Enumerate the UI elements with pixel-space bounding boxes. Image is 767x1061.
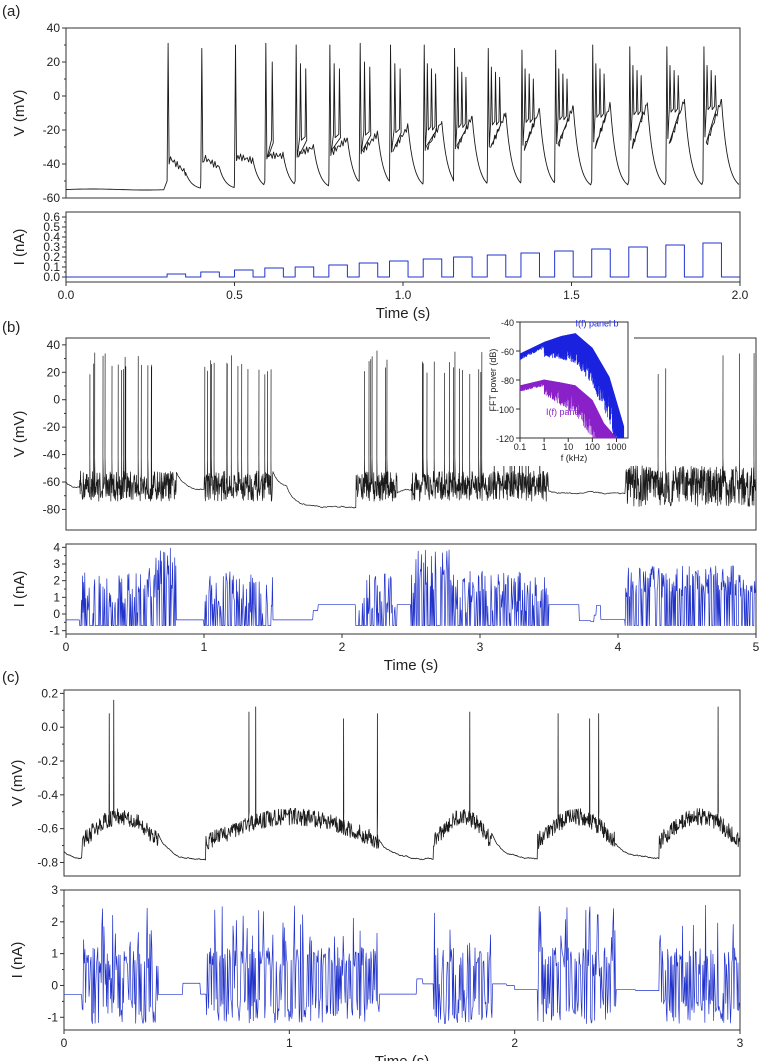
a-current-xtick-label: 0.0 [58, 288, 75, 302]
a-current-xlabel: Time (s) [376, 305, 430, 322]
b-fft-inset-xtick-label: 0.1 [514, 442, 527, 452]
b-current-ytick-label: 3 [53, 557, 60, 571]
a-voltage-ytick-label: 0 [53, 89, 60, 103]
a-voltage-ytick-label: -20 [43, 123, 61, 137]
panel-c-current-trace [64, 904, 740, 1024]
b-voltage-ytick-label: 0 [53, 393, 60, 407]
a-voltage-ytick-label: 20 [47, 55, 61, 69]
panel-b-fft-inset: -120 -100 -80 -60 -40 0.1 1 10 100 1000 FFT power … [488, 316, 634, 466]
c-current-xtick-label: 0 [61, 1036, 68, 1050]
c-voltage-ytick-label: 0.0 [41, 720, 58, 734]
panel-a-voltage-plot: -60 -40 -20 0 20 40 V (mV) [11, 21, 741, 205]
b-fft-inset-ytick-label: -60 [501, 347, 514, 357]
c-voltage-frame [63, 689, 741, 877]
b-fft-inset-xtick-label: 10 [563, 442, 573, 452]
fft-legend-panel-c: I(f) panel c [546, 407, 589, 417]
b-voltage-ytick-label: -40 [43, 448, 61, 462]
a-current-xtick-label: 0.5 [226, 288, 243, 302]
b-fft-inset-xlabel: f (kHz) [561, 453, 588, 463]
c-current-ytick-label: 1 [51, 947, 58, 961]
b-voltage-ytick-label: 20 [47, 365, 61, 379]
c-current-ytick-label: 0 [51, 978, 58, 992]
b-current-xlabel: Time (s) [384, 657, 438, 674]
b-current-xtick-label: 5 [753, 640, 760, 654]
b-current-ytick-label: 2 [53, 574, 60, 588]
panel-a-current-plot: 0.00.10.20.30.40.50.60.0 0.5 1.0 1.5 2.0I (n… [11, 210, 749, 322]
b-current-xtick-label: 1 [201, 640, 208, 654]
c-current-frame [63, 889, 741, 1031]
b-fft-inset-ytick-label: -40 [501, 318, 514, 328]
b-current-ytick-label: 4 [53, 540, 60, 554]
a-current-ytick-label: 0.4 [43, 230, 60, 244]
a-current-ytick-label: 0.5 [43, 220, 60, 234]
fft-series-panel-c [519, 379, 617, 439]
c-current-xtick-label: 1 [286, 1036, 293, 1050]
panel-label-b: (b) [2, 319, 20, 336]
panel-b-current-trace [66, 547, 757, 627]
a-current-ytick-label: 0.2 [43, 250, 60, 264]
b-current-ytick-label: 0 [53, 607, 60, 621]
a-current-ytick-label: 0.0 [43, 270, 60, 284]
b-voltage-ytick-label: -80 [43, 502, 61, 516]
c-voltage-ytick-label: -0.4 [37, 788, 58, 802]
c-current-xtick-label: 3 [737, 1036, 744, 1050]
a-current-xtick-label: 2.0 [732, 288, 749, 302]
c-voltage-ytick-label: -0.6 [37, 822, 58, 836]
b-current-xtick-label: 2 [339, 640, 346, 654]
panel-c-voltage-plot: -0.8 -0.6 -0.4 -0.2 0.0 0.2 V (mV) [9, 686, 741, 877]
b-fft-inset-xtick-label: 1000 [606, 442, 626, 452]
c-voltage-ytick-label: -0.8 [37, 855, 58, 869]
panel-a-voltage-trace [65, 42, 740, 191]
a-current-xtick-label: 1.0 [395, 288, 412, 302]
b-current-ytick-label: 1 [53, 590, 60, 604]
b-voltage-ytick-label: 40 [47, 338, 61, 352]
panel-label-c: (c) [2, 669, 20, 686]
b-voltage-ytick-label: -20 [43, 420, 61, 434]
a-current-ytick-label: 0.6 [43, 210, 60, 224]
c-voltage-ytick-label: 0.2 [41, 686, 58, 700]
b-fft-inset-ytick-label: -80 [501, 376, 514, 386]
a-voltage-ytick-label: 40 [47, 21, 61, 35]
b-fft-inset-xtick-label: 1 [542, 442, 547, 452]
b-current-ytick-label: -1 [49, 624, 60, 638]
c-voltage-ylabel: V (mV) [9, 760, 26, 807]
a-voltage-ytick-label: -40 [43, 157, 61, 171]
b-current-ylabel: I (nA) [11, 571, 28, 608]
b-current-xtick-label: 4 [615, 640, 622, 654]
b-voltage-ylabel: V (mV) [11, 411, 28, 458]
fft-legend-panel-b: I(f) panel b [576, 318, 619, 328]
b-fft-inset-ylabel: FFT power (dB) [488, 349, 498, 412]
panel-label-a: (a) [2, 3, 20, 20]
b-fft-inset-ytick-label: -120 [496, 434, 514, 444]
c-current-ytick-label: -1 [47, 1010, 58, 1024]
panel-c-voltage-trace [63, 699, 741, 861]
b-current-xtick-label: 0 [63, 640, 70, 654]
panel-b-voltage-trace [65, 350, 757, 509]
c-current-ytick-label: 2 [51, 915, 58, 929]
panel-a-current-trace [66, 242, 740, 278]
a-current-ylabel: I (nA) [11, 229, 28, 266]
panel-b-voltage-plot: -80 -60 -40 -20 0 20 40 V (mV) [11, 337, 757, 531]
fft-series-panel-b [519, 333, 625, 439]
b-fft-inset-xtick-label: 100 [585, 442, 600, 452]
b-voltage-frame [65, 337, 757, 531]
b-fft-inset-ytick-label: -100 [496, 405, 514, 415]
c-current-xlabel: Time (s) [375, 1053, 429, 1061]
a-current-ytick-label: 0.3 [43, 240, 60, 254]
c-current-xtick-label: 2 [511, 1036, 518, 1050]
c-voltage-ytick-label: -0.2 [37, 754, 58, 768]
a-voltage-ylabel: V (mV) [11, 90, 28, 137]
c-current-ylabel: I (nA) [9, 942, 26, 979]
a-current-ytick-label: 0.1 [43, 260, 60, 274]
b-voltage-ytick-label: -60 [43, 475, 61, 489]
a-current-xtick-label: 1.5 [563, 288, 580, 302]
b-current-xtick-label: 3 [477, 640, 484, 654]
a-voltage-ytick-label: -60 [43, 191, 61, 205]
c-current-ytick-label: 3 [51, 883, 58, 897]
